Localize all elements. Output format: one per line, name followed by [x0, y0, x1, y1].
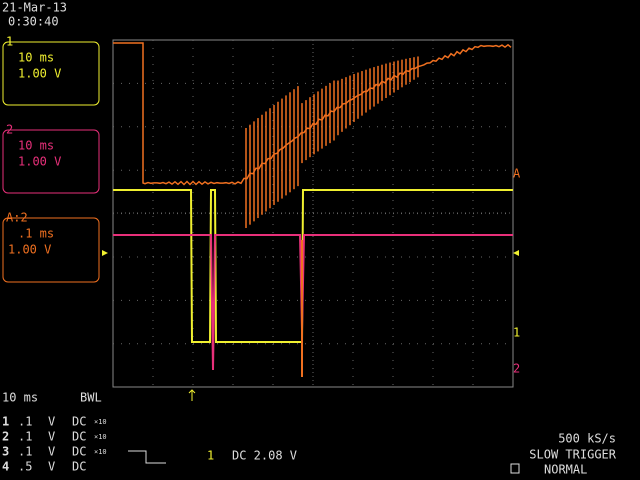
ch2-label: 2 [6, 123, 13, 137]
marker-a: A [513, 167, 521, 181]
math-envelope [113, 42, 512, 186]
date: 21-Mar-13 [2, 1, 67, 15]
ch2-box[interactable] [2, 129, 100, 194]
channel-probe: ×10 [94, 433, 107, 441]
channel-scale: .1 [18, 445, 32, 459]
graticule [112, 39, 514, 388]
channel-probe: ×10 [94, 448, 107, 456]
trigger-position [188, 389, 196, 401]
acquisition: NORMAL [544, 463, 587, 477]
channel-coupling: DC [72, 445, 86, 459]
channel-coupling: DC [72, 460, 86, 474]
marker-ch2: 2 [513, 362, 520, 376]
channel-unit: V [48, 430, 55, 444]
trigger-level: DC 2.08 V [232, 449, 297, 463]
channel-scale: .1 [18, 430, 32, 444]
ch1-timebase: 10 ms [18, 51, 54, 65]
channel-number: 1 [2, 415, 9, 429]
timebase: 10 ms [2, 391, 38, 405]
sample-rate: 500 kS/s [558, 432, 616, 446]
trigger-channel: 1 [207, 449, 214, 463]
channel-unit: V [48, 445, 55, 459]
channel-coupling: DC [72, 430, 86, 444]
ch2-trace [113, 234, 513, 371]
level-marker-left [102, 250, 108, 256]
math-timebase: .1 ms [18, 227, 54, 241]
channel-probe: ×10 [94, 418, 107, 426]
ch2-timebase: 10 ms [18, 139, 54, 153]
channel-unit: V [48, 415, 55, 429]
math-trace [113, 42, 512, 229]
math-box[interactable] [2, 217, 100, 283]
channel-coupling: DC [72, 415, 86, 429]
ch2-scale: 1.00 V [18, 155, 61, 169]
math-label: A:2 [6, 211, 28, 225]
channel-number: 3 [2, 445, 9, 459]
ch1-label: 1 [6, 35, 13, 49]
ch1-box[interactable] [2, 41, 100, 106]
acquisition-icon [510, 463, 520, 474]
channel-scale: .1 [18, 415, 32, 429]
channel-settings: 1 .1 V DC ×10 2 .1 V DC ×10 3 .1 V DC ×10 4 .5 V DC [2, 415, 107, 474]
marker-ch1: 1 [513, 326, 520, 340]
trigger-slope-icon [128, 450, 166, 464]
channel-number: 4 [2, 460, 9, 474]
level-marker-right [513, 250, 519, 256]
channel-number: 2 [2, 430, 9, 444]
trigger-mode: SLOW TRIGGER [529, 448, 616, 462]
ch1-scale: 1.00 V [18, 67, 61, 81]
math-scale: 1.00 V [8, 243, 51, 257]
channel-scale: .5 [18, 460, 32, 474]
bwl: BWL [80, 391, 102, 405]
time: 0:30:40 [8, 15, 59, 29]
channel-unit: V [48, 460, 55, 474]
